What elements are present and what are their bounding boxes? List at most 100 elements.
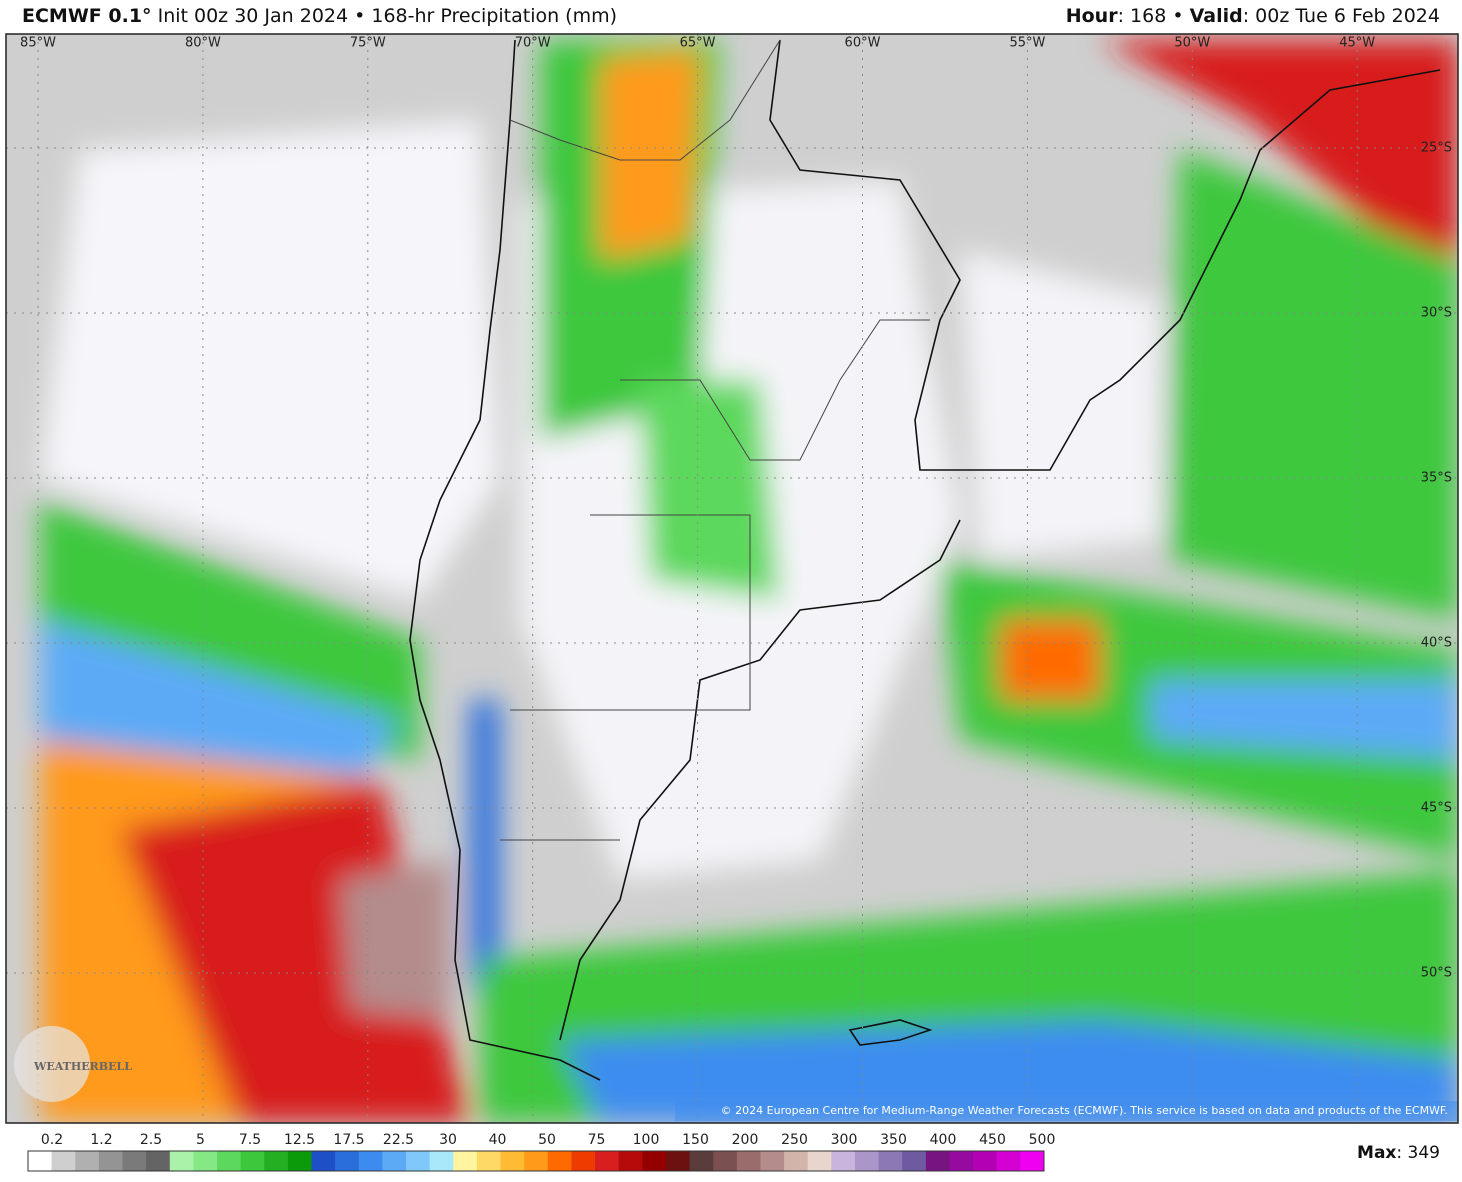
colorbar-swatch bbox=[547, 1151, 572, 1171]
colorbar-swatch bbox=[335, 1151, 360, 1171]
colorbar-swatch bbox=[240, 1151, 265, 1171]
colorbar-swatch bbox=[784, 1151, 809, 1171]
colorbar-swatch bbox=[595, 1151, 620, 1171]
colorbar-swatch bbox=[51, 1151, 76, 1171]
colorbar-swatch bbox=[429, 1151, 454, 1171]
colorbar-swatch bbox=[476, 1151, 502, 1171]
colorbar-swatch bbox=[642, 1151, 667, 1171]
colorbar-swatch bbox=[217, 1151, 242, 1171]
colorbar-frame bbox=[27, 1150, 1045, 1172]
longitude-labels: 85°W 80°W 75°W 70°W 65°W 60°W 55°W 50°W 45°W bbox=[20, 36, 1375, 51]
colorbar-label: 5 bbox=[196, 1132, 205, 1148]
latitude-label: 45°S bbox=[1421, 801, 1452, 816]
colorbar-swatch bbox=[831, 1151, 856, 1171]
colorbar-swatch bbox=[311, 1151, 336, 1171]
colorbar-swatch bbox=[169, 1151, 194, 1171]
header: ECMWF 0.1° Init 00z 30 Jan 2024 • 168-hr… bbox=[22, 5, 1440, 27]
colorbar-label: 1.2 bbox=[90, 1132, 112, 1148]
colorbar-label: 200 bbox=[732, 1132, 759, 1148]
header-right: Hour: 168 • Valid: 00z Tue 6 Feb 2024 bbox=[1066, 5, 1440, 27]
copyright-bg bbox=[675, 1101, 1458, 1121]
text-run: : 349 bbox=[1396, 1143, 1440, 1163]
colorbar-swatch bbox=[854, 1151, 880, 1171]
precip-field bbox=[40, 40, 1458, 1123]
latitude-label: 35°S bbox=[1421, 471, 1452, 486]
text-run: : 168 • bbox=[1118, 5, 1190, 27]
colorbar-swatch bbox=[264, 1151, 289, 1171]
colorbar-label: 100 bbox=[633, 1132, 660, 1148]
logo-text: WEATHERBELL bbox=[33, 1060, 132, 1073]
longitude-label: 50°W bbox=[1174, 36, 1210, 51]
colorbar-label: 75 bbox=[588, 1132, 606, 1148]
colorbar-swatch bbox=[453, 1151, 478, 1171]
colorbar-swatch bbox=[925, 1151, 950, 1171]
latitude-label: 40°S bbox=[1421, 636, 1452, 651]
colorbar-swatch bbox=[193, 1151, 218, 1171]
colorbar-swatch bbox=[75, 1151, 100, 1171]
colorbar-label: 12.5 bbox=[284, 1132, 315, 1148]
colorbar-swatch bbox=[902, 1151, 927, 1171]
colorbar-swatch bbox=[665, 1151, 691, 1171]
colorbar-label: 22.5 bbox=[383, 1132, 414, 1148]
text-run: Hour bbox=[1066, 5, 1118, 27]
colorbar-swatch bbox=[736, 1151, 761, 1171]
text-run: : 00z Tue 6 Feb 2024 bbox=[1243, 5, 1440, 27]
colorbar-label: 30 bbox=[439, 1132, 457, 1148]
colorbar-swatch bbox=[524, 1151, 549, 1171]
colorbar-swatch bbox=[1020, 1151, 1045, 1171]
text-run: ECMWF 0.1° bbox=[22, 5, 152, 27]
header-left: ECMWF 0.1° Init 00z 30 Jan 2024 • 168-hr… bbox=[22, 5, 617, 27]
latitude-label: 30°S bbox=[1421, 306, 1452, 321]
longitude-label: 60°W bbox=[845, 36, 881, 51]
longitude-label: 80°W bbox=[185, 36, 221, 51]
text-run: Valid bbox=[1190, 5, 1243, 27]
colorbar-swatch bbox=[973, 1151, 998, 1171]
graticule bbox=[6, 34, 1458, 1123]
colorbar-swatch bbox=[760, 1151, 785, 1171]
longitude-label: 75°W bbox=[350, 36, 386, 51]
colorbar-swatch bbox=[28, 1151, 53, 1171]
colorbar-label: 2.5 bbox=[140, 1132, 162, 1148]
colorbar-swatch bbox=[713, 1151, 738, 1171]
latitude-label: 50°S bbox=[1421, 966, 1452, 981]
colorbar-swatch bbox=[98, 1151, 124, 1171]
latitude-label: 25°S bbox=[1421, 141, 1452, 156]
longitude-label: 65°W bbox=[680, 36, 716, 51]
colorbar-label: 50 bbox=[538, 1132, 556, 1148]
colorbar-swatch bbox=[406, 1151, 431, 1171]
logo: WEATHERBELL bbox=[14, 1026, 132, 1102]
text-run: Init 00z 30 Jan 2024 • 168-hr Precipitat… bbox=[152, 5, 617, 27]
borders bbox=[500, 39, 930, 841]
max-value: Max: 349 bbox=[1357, 1143, 1440, 1163]
longitude-label: 45°W bbox=[1339, 36, 1375, 51]
colorbar-label: 500 bbox=[1029, 1132, 1056, 1148]
colorbar-swatch bbox=[689, 1151, 714, 1171]
colorbar-swatch bbox=[996, 1151, 1021, 1171]
colorbar-label: 450 bbox=[979, 1132, 1006, 1148]
colorbar-swatch bbox=[358, 1151, 383, 1171]
colorbar-swatch bbox=[382, 1151, 407, 1171]
map-frame bbox=[5, 33, 1459, 1124]
text-run: Max bbox=[1357, 1143, 1396, 1163]
colorbar-swatch bbox=[618, 1151, 643, 1171]
colorbar-label: 250 bbox=[781, 1132, 808, 1148]
longitude-label: 70°W bbox=[515, 36, 551, 51]
colorbar-swatch bbox=[122, 1151, 147, 1171]
map: 85°W 80°W 75°W 70°W 65°W 60°W 55°W 50°W 45°W 25°… bbox=[6, 34, 1458, 1123]
colorbar-label: 400 bbox=[930, 1132, 957, 1148]
colorbar-swatch bbox=[949, 1151, 974, 1171]
longitude-label: 55°W bbox=[1009, 36, 1045, 51]
colorbar-label: 300 bbox=[831, 1132, 858, 1148]
colorbar-label: 150 bbox=[682, 1132, 709, 1148]
colorbar-swatch bbox=[571, 1151, 596, 1171]
colorbar-label: 17.5 bbox=[333, 1132, 364, 1148]
colorbar-swatch bbox=[500, 1151, 525, 1171]
colorbar: 0.2 1.2 2.5 5 7.5 12.5 17.5 22.5 30 40 50 75 100 150 2… bbox=[27, 1132, 1056, 1172]
colorbar-swatch bbox=[878, 1151, 903, 1171]
colorbar-label: 0.2 bbox=[41, 1132, 63, 1148]
colorbar-label: 350 bbox=[880, 1132, 907, 1148]
copyright: © 2024 European Centre for Medium-Range … bbox=[721, 1104, 1448, 1117]
latitude-labels: 25°S 30°S 35°S 40°S 45°S 50°S bbox=[1421, 141, 1452, 981]
longitude-label: 85°W bbox=[20, 36, 56, 51]
